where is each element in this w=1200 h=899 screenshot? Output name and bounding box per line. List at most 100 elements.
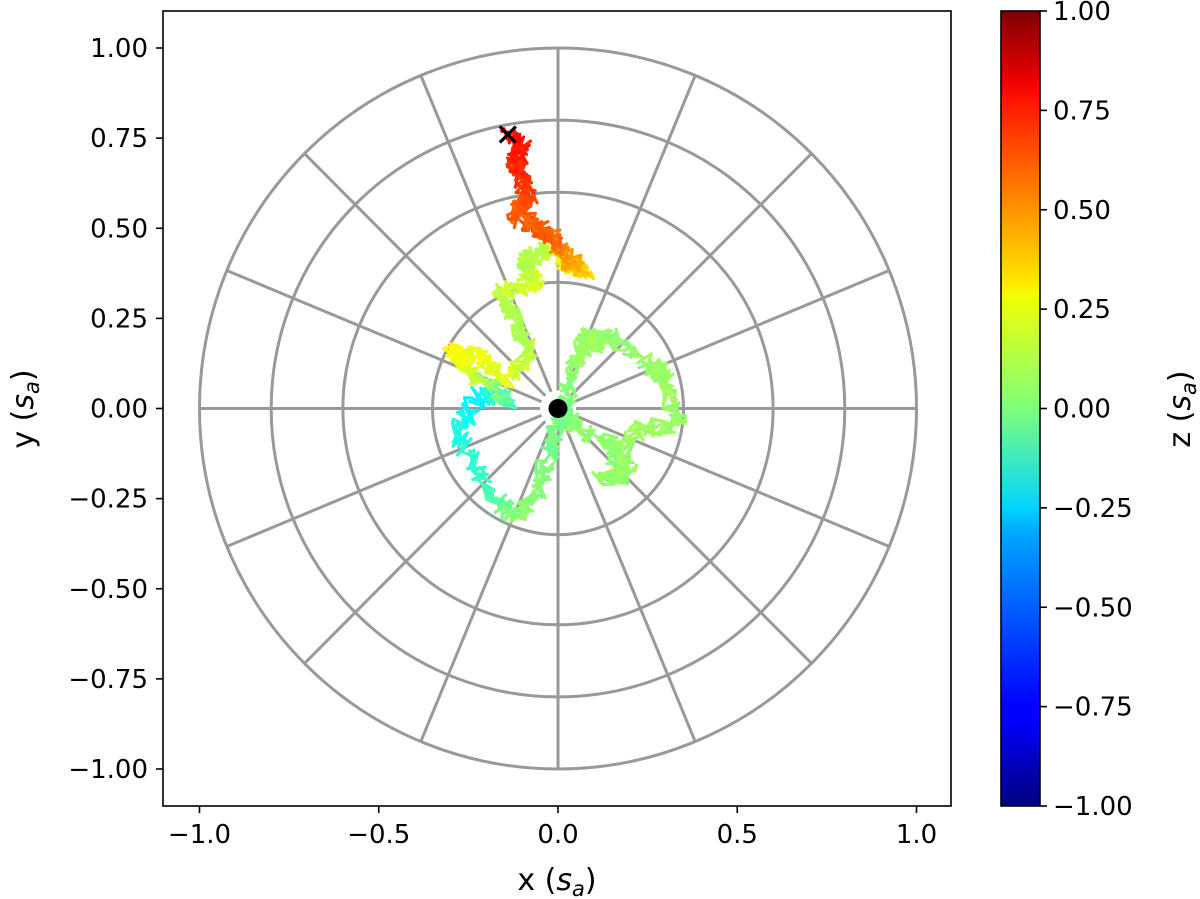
trajectory-segment bbox=[550, 415, 565, 421]
colorbar-tick-label: −1.00 bbox=[1053, 792, 1133, 822]
trajectory-segment bbox=[463, 396, 471, 416]
trajectory-segment bbox=[522, 212, 530, 226]
colorbar-tick-label: 0.25 bbox=[1053, 295, 1111, 325]
trajectory-segment bbox=[568, 247, 574, 268]
end-marker-stroke bbox=[498, 125, 517, 144]
grid-spoke bbox=[569, 152, 813, 397]
grid-spoke bbox=[563, 424, 697, 743]
grid-spoke bbox=[569, 420, 813, 665]
trajectory-segment bbox=[463, 353, 475, 364]
trajectory-segment bbox=[561, 385, 569, 397]
trajectory-segment bbox=[645, 352, 653, 372]
trajectory-segment bbox=[577, 333, 586, 351]
y-tick-label: −1.00 bbox=[68, 755, 148, 785]
trajectory-segment bbox=[591, 470, 606, 487]
grid-spoke bbox=[419, 424, 553, 743]
colorbar-tick-label: −0.25 bbox=[1053, 494, 1133, 524]
trajectory-segment bbox=[600, 476, 614, 485]
trajectory-segment bbox=[558, 254, 570, 266]
trajectory-segment bbox=[557, 233, 562, 247]
colorbar bbox=[1000, 10, 1041, 807]
trajectory-segment bbox=[465, 346, 482, 352]
trajectory-segment bbox=[526, 211, 537, 233]
colorbar-label: z (sa) bbox=[1163, 370, 1200, 447]
trajectory-segment bbox=[518, 273, 533, 280]
colorbar-tick-label: 1.00 bbox=[1053, 0, 1111, 27]
colorbar-axis: 1.00 0.75 0.50 0.25 0.00 −0.25 −0.50 −0.75 −1.00 bbox=[1040, 0, 1133, 822]
trajectory-segment bbox=[478, 353, 492, 367]
trajectory-segment bbox=[660, 365, 667, 381]
trajectory-segment bbox=[516, 493, 536, 505]
trajectory-segment bbox=[518, 150, 529, 165]
x-tick-label: 0.5 bbox=[717, 820, 758, 850]
trajectory-segment bbox=[602, 432, 606, 450]
y-tick-label: −0.75 bbox=[68, 665, 148, 695]
trajectory-segment bbox=[559, 394, 576, 405]
markers bbox=[498, 125, 568, 418]
colorbar-tick-label: −0.50 bbox=[1053, 593, 1133, 623]
trajectory-segment bbox=[476, 478, 488, 490]
y-tick-label: 0.00 bbox=[90, 395, 148, 425]
trajectory-segment bbox=[550, 417, 564, 433]
grid-spoke bbox=[303, 152, 547, 397]
trajectory-segment bbox=[512, 338, 531, 343]
trajectory-segment bbox=[535, 459, 548, 463]
y-tick-label: 1.00 bbox=[90, 34, 148, 64]
trajectory-segment bbox=[599, 346, 604, 354]
x-tick-label: −0.5 bbox=[347, 820, 410, 850]
end-marker bbox=[498, 125, 517, 144]
trajectory-segment bbox=[509, 511, 525, 524]
trajectory-segment bbox=[456, 442, 467, 457]
colorbar-tick-label: 0.75 bbox=[1053, 96, 1111, 126]
trajectory-segment bbox=[672, 420, 687, 426]
trajectory-segment bbox=[568, 382, 578, 398]
colorbar-tick-label: 0.50 bbox=[1053, 196, 1111, 226]
trajectory-segment bbox=[643, 370, 662, 377]
trajectory-segment bbox=[599, 464, 621, 478]
trajectory-segment bbox=[529, 267, 535, 280]
trajectory-segment bbox=[471, 469, 484, 481]
trajectory-segment bbox=[499, 303, 511, 313]
trajectory-segment bbox=[575, 428, 590, 433]
trajectory-segment bbox=[484, 358, 492, 375]
colorbar-tick-label: 0.00 bbox=[1053, 395, 1111, 425]
trajectory-segment bbox=[614, 327, 619, 343]
trajectory-segment bbox=[616, 450, 624, 466]
y-tick-label: 0.25 bbox=[90, 304, 148, 334]
x-axis: −1.0 −0.5 0.0 0.5 1.0 bbox=[168, 806, 937, 850]
trajectory-segment bbox=[455, 410, 476, 426]
y-axis: 1.00 0.75 0.50 0.25 0.00 −0.25 −0.50 −0.75 −1.00 bbox=[68, 34, 163, 785]
start-marker bbox=[548, 399, 568, 418]
y-tick-label: 0.75 bbox=[90, 124, 148, 154]
x-tick-label: 0.0 bbox=[537, 820, 578, 850]
trajectory-segment bbox=[581, 346, 587, 361]
trajectory-segment bbox=[451, 434, 468, 444]
trajectory-segment bbox=[628, 425, 646, 442]
y-tick-label: −0.50 bbox=[68, 575, 148, 605]
x-axis-label: x (sa) bbox=[517, 863, 596, 899]
trajectory-segment bbox=[502, 389, 512, 408]
trajectory-segment bbox=[514, 191, 529, 195]
trajectory-segment bbox=[518, 252, 532, 261]
grid-spoke bbox=[303, 420, 547, 665]
y-tick-label: 0.50 bbox=[90, 214, 148, 244]
trajectory-segment bbox=[570, 362, 580, 369]
trajectory-segment bbox=[507, 396, 514, 402]
trajectory-segment bbox=[516, 305, 525, 323]
x-tick-label: 1.0 bbox=[896, 820, 937, 850]
grid-spoke bbox=[419, 74, 553, 393]
trajectory-segment bbox=[528, 283, 544, 289]
trajectory-segment bbox=[669, 415, 675, 433]
trajectory-segment bbox=[521, 503, 527, 521]
trajectory-segment bbox=[534, 459, 539, 475]
trajectory bbox=[441, 127, 688, 524]
colorbar-tick-label: −0.75 bbox=[1053, 693, 1133, 723]
trajectory-segment bbox=[489, 487, 495, 498]
trajectory-segment bbox=[513, 359, 529, 364]
trajectory-segment bbox=[510, 362, 520, 378]
y-tick-label: −0.25 bbox=[68, 485, 148, 515]
trajectory-segment bbox=[650, 360, 662, 374]
x-tick-label: −1.0 bbox=[168, 820, 231, 850]
grid-spoke bbox=[226, 414, 543, 548]
